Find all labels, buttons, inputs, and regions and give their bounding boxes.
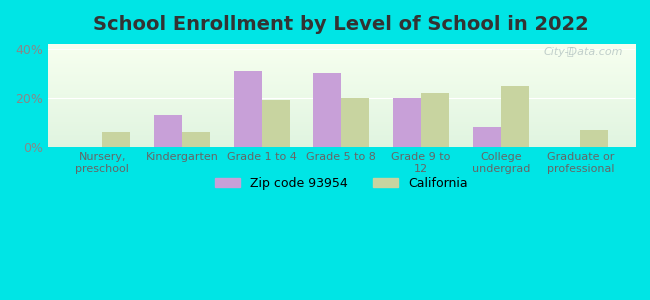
Bar — [262, 100, 289, 147]
Bar — [154, 115, 182, 147]
Bar — [102, 132, 130, 147]
Bar — [580, 130, 608, 147]
Text: City-Data.com: City-Data.com — [544, 47, 623, 57]
Title: School Enrollment by Level of School in 2022: School Enrollment by Level of School in … — [94, 15, 590, 34]
Text: ⓘ: ⓘ — [567, 47, 573, 57]
Bar — [393, 98, 421, 147]
Bar — [341, 98, 369, 147]
Bar — [234, 71, 262, 147]
Bar — [473, 128, 501, 147]
Bar — [421, 93, 449, 147]
Bar — [313, 74, 341, 147]
Bar — [182, 132, 210, 147]
Legend: Zip code 93954, California: Zip code 93954, California — [210, 172, 473, 195]
Bar — [500, 86, 528, 147]
